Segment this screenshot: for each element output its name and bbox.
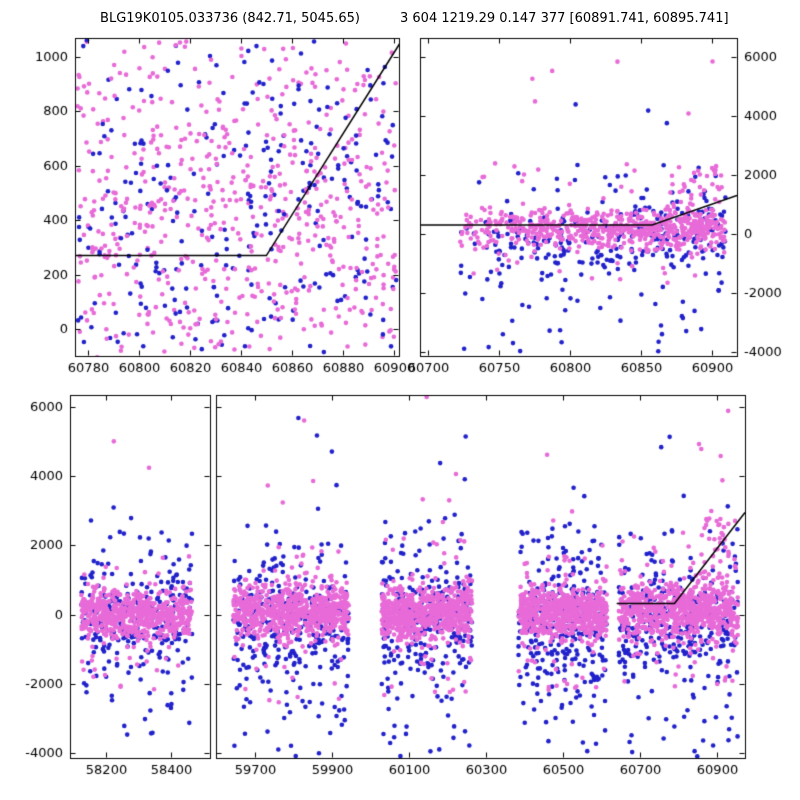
figure-title-right: 3 604 1219.29 0.147 377 [60891.741, 6089… <box>400 11 729 26</box>
figure-title-left: BLG19K0105.033736 (842.71, 5045.65) <box>100 11 360 26</box>
